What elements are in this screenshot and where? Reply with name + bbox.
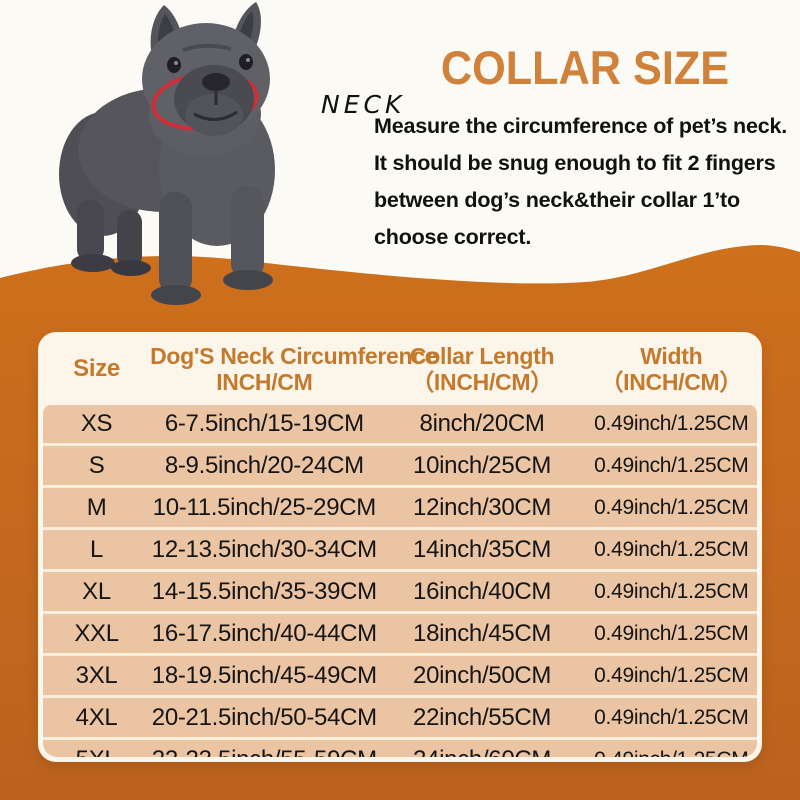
- column-header-collar-length: Collar Length （INCH/CM）: [379, 343, 586, 395]
- page-title: COLLAR SIZE: [440, 41, 730, 94]
- column-header-neck-circumference: Dog'S Neck Circumference INCH/CM: [150, 342, 438, 395]
- row-neck: 8-9.5inch/20-24CM: [164, 451, 364, 479]
- row-length: 10inch/25CM: [413, 451, 552, 479]
- table-row: 4XL 20-21.5inch/50-54CM 22inch/55CM 0.49…: [43, 695, 757, 737]
- row-length: 16inch/40CM: [413, 577, 552, 605]
- instructions-line: It should be snug enough to fit 2 finger…: [374, 151, 776, 175]
- table-row: S 8-9.5inch/20-24CM 10inch/25CM 0.49inch…: [43, 443, 757, 485]
- column-header-line: INCH/CM: [216, 368, 313, 395]
- instructions-line: Measure the circumference of pet’s neck.: [374, 114, 788, 138]
- column-header-size: Size: [73, 354, 120, 382]
- row-width: 0.49inch/1.25CM: [594, 495, 749, 519]
- column-header-line: （INCH/CM）: [411, 368, 553, 395]
- column-header-line: Width: [640, 342, 703, 369]
- table-row: XS 6-7.5inch/15-19CM 8inch/20CM 0.49inch…: [43, 405, 757, 443]
- row-neck: 16-17.5inch/40-44CM: [151, 619, 377, 647]
- size-table-header: Size Dog'S Neck Circumference INCH/CM Co…: [43, 332, 757, 405]
- table-row: XXL 16-17.5inch/40-44CM 18inch/45CM 0.49…: [43, 611, 757, 653]
- row-length: 12inch/30CM: [413, 493, 552, 521]
- table-row: L 12-13.5inch/30-34CM 14inch/35CM 0.49in…: [43, 527, 757, 569]
- row-length: 8inch/20CM: [419, 410, 545, 437]
- row-size: 4XL: [75, 703, 118, 731]
- instructions-line: choose correct.: [374, 225, 532, 249]
- row-length: 20inch/50CM: [413, 661, 552, 689]
- row-size: XXL: [74, 619, 119, 647]
- row-width: 0.49inch/1.25CM: [594, 412, 749, 435]
- row-size: XS: [80, 410, 113, 437]
- table-row: 5XL 22-23.5inch/55-59CM 24inch/60CM 0.49…: [43, 737, 757, 757]
- dog-figure: NECK: [55, 2, 401, 312]
- column-header-line: Collar Length: [409, 342, 555, 369]
- row-neck: 22-23.5inch/55-59CM: [150, 746, 378, 758]
- row-length: 24inch/60CM: [379, 746, 586, 758]
- row-size: 5XL: [43, 746, 150, 758]
- column-header-width: Width （INCH/CM）: [586, 343, 757, 395]
- row-width: 0.49inch/1.25CM: [594, 579, 749, 603]
- table-row: XL 14-15.5inch/35-39CM 16inch/40CM 0.49i…: [43, 569, 757, 611]
- row-length: 18inch/45CM: [413, 619, 552, 647]
- row-neck: 20-21.5inch/50-54CM: [151, 703, 377, 731]
- measure-instructions: Measure the circumference of pet’s neck.…: [374, 108, 800, 256]
- row-size: 3XL: [75, 661, 118, 689]
- row-neck: 10-11.5inch/25-29CM: [152, 493, 377, 521]
- size-table-body: XS 6-7.5inch/15-19CM 8inch/20CM 0.49inch…: [43, 405, 757, 757]
- row-width: 0.49inch/1.25CM: [594, 705, 749, 729]
- column-header-line: （INCH/CM）: [600, 368, 743, 395]
- table-row: M 10-11.5inch/25-29CM 12inch/30CM 0.49in…: [43, 485, 757, 527]
- row-size: M: [86, 493, 107, 521]
- row-length: 14inch/35CM: [413, 535, 552, 563]
- row-width: 0.49inch/1.25CM: [594, 453, 749, 477]
- row-length: 22inch/55CM: [413, 703, 552, 731]
- row-size: XL: [82, 577, 111, 605]
- dog-illustration: [59, 2, 275, 305]
- row-width: 0.49inch/1.25CM: [586, 748, 757, 758]
- row-size: S: [88, 451, 105, 479]
- row-neck: 6-7.5inch/15-19CM: [164, 410, 364, 437]
- column-header-line: Dog'S Neck Circumference: [150, 342, 438, 369]
- neck-annotation-label: NECK: [321, 90, 406, 119]
- row-neck: 12-13.5inch/30-34CM: [151, 535, 377, 563]
- row-neck: 18-19.5inch/45-49CM: [151, 661, 377, 689]
- table-row: 3XL 18-19.5inch/45-49CM 20inch/50CM 0.49…: [43, 653, 757, 695]
- row-neck: 14-15.5inch/35-39CM: [151, 577, 377, 605]
- instructions-line: between dog’s neck&their collar 1’to: [374, 188, 740, 212]
- size-chart-panel: Size Dog'S Neck Circumference INCH/CM Co…: [38, 332, 762, 762]
- row-width: 0.49inch/1.25CM: [594, 537, 749, 561]
- row-size: L: [90, 535, 104, 563]
- row-width: 0.49inch/1.25CM: [594, 621, 749, 645]
- row-width: 0.49inch/1.25CM: [594, 663, 749, 687]
